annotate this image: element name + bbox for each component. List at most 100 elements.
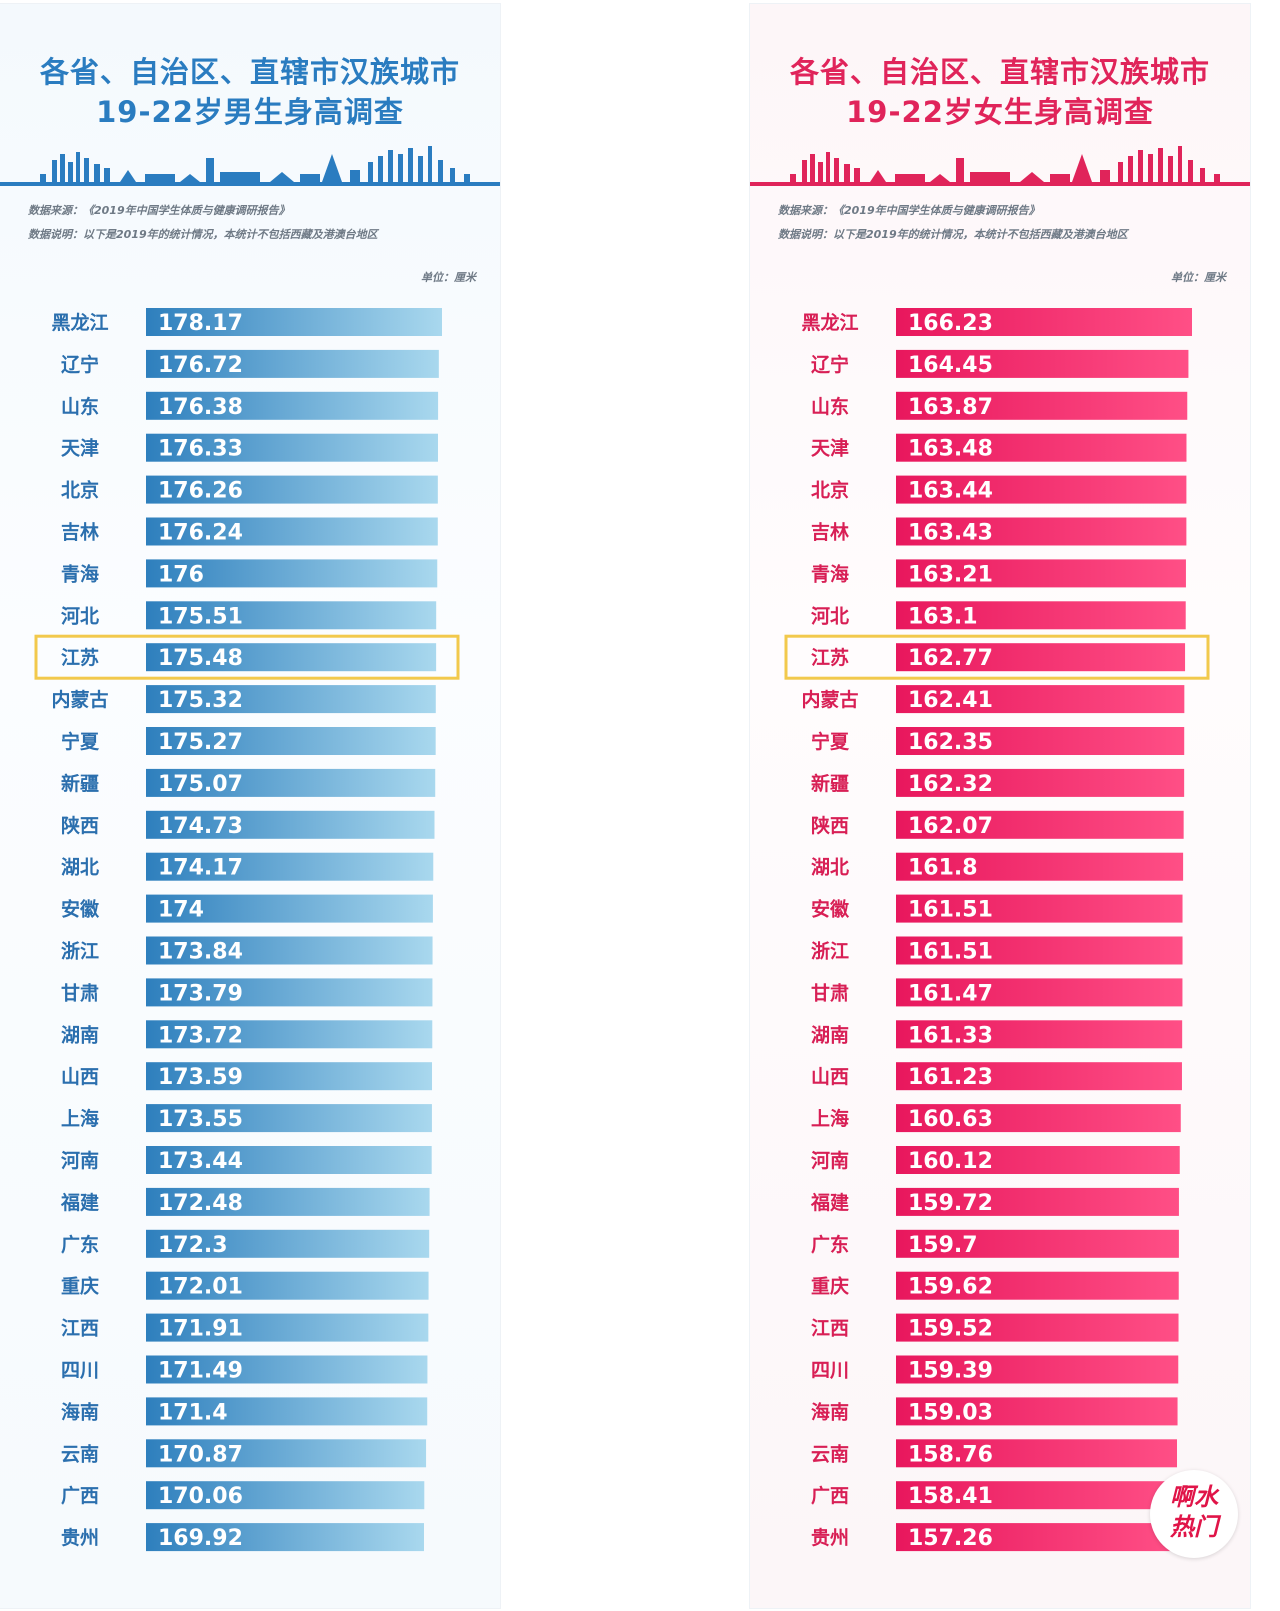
- male-value-label: 175.51: [158, 604, 243, 629]
- male-bar-chart: 黑龙江 178.17 辽宁 176.72 山东 176.38 天津 176.33 北京 176.2…: [34, 308, 460, 1552]
- male-category-label: 河北: [61, 605, 99, 627]
- female-bar: [896, 1355, 1179, 1384]
- male-value-label: 176.33: [158, 437, 243, 462]
- female-bar: [896, 1523, 1174, 1552]
- female-value-label: 162.07: [908, 814, 993, 839]
- female-bar: [896, 1481, 1177, 1510]
- male-category-label: 海南: [61, 1400, 99, 1423]
- male-value-label: 174.73: [158, 814, 243, 839]
- male-category-label: 山东: [61, 395, 99, 418]
- male-category-label: 江苏: [61, 646, 99, 669]
- female-value-label: 157.26: [908, 1526, 993, 1551]
- female-category-label: 上海: [811, 1107, 849, 1130]
- female-value-label: 161.23: [908, 1065, 993, 1090]
- male-category-label: 内蒙古: [51, 688, 108, 711]
- male-value-label: 175.48: [158, 646, 243, 671]
- male-value-label: 170.06: [158, 1484, 243, 1509]
- female-bar: [896, 727, 1185, 755]
- male-category-label: 吉林: [61, 521, 99, 544]
- female-bar: [896, 1020, 1183, 1049]
- male-value-label: 173.79: [158, 981, 243, 1006]
- female-chart-panel: 各省、自治区、直辖市汉族城市 19-22岁女生身高调查 数据来源：《2019年中…: [750, 4, 1250, 1608]
- male-bar: [146, 601, 437, 630]
- male-category-label: 河南: [61, 1150, 99, 1172]
- male-value-label: 173.44: [158, 1149, 243, 1174]
- male-category-label: 湖北: [61, 857, 99, 879]
- male-bar: [146, 1313, 429, 1342]
- male-bar: [146, 1020, 433, 1049]
- male-bar: [146, 936, 433, 965]
- male-category-label: 北京: [61, 479, 99, 502]
- male-value-label: 169.92: [158, 1526, 243, 1551]
- male-category-label: 重庆: [61, 1275, 99, 1298]
- male-bar: [146, 768, 436, 797]
- female-value-label: 160.63: [908, 1107, 993, 1132]
- male-title-line2: 19-22岁男生身高调查: [96, 95, 404, 129]
- male-value-label: 173.72: [158, 1023, 243, 1048]
- male-bar: [146, 1481, 425, 1510]
- female-value-label: 159.62: [908, 1275, 993, 1300]
- female-data-source: 数据来源：《2019年中国学生体质与健康调研报告》: [778, 204, 1040, 217]
- male-bar: [146, 517, 438, 546]
- male-bar: [146, 1355, 428, 1384]
- female-value-label: 163.1: [908, 604, 978, 629]
- male-value-label: 171.49: [158, 1359, 243, 1384]
- female-bar: [896, 601, 1186, 630]
- female-bar: [896, 852, 1184, 881]
- male-value-label: 175.07: [158, 772, 243, 797]
- female-category-label: 江苏: [811, 646, 849, 669]
- badge-line2: 热门: [1170, 1513, 1218, 1541]
- male-category-label: 广西: [61, 1484, 99, 1507]
- female-category-label: 广西: [811, 1484, 849, 1507]
- female-value-label: 163.44: [908, 479, 993, 504]
- male-bar: [146, 1439, 427, 1468]
- female-bar: [896, 1439, 1178, 1468]
- female-value-label: 159.52: [908, 1317, 993, 1342]
- male-chart-panel: 各省、自治区、直辖市汉族城市 19-22岁男生身高调查 数据来源：《2019年中…: [0, 4, 500, 1608]
- female-bar: [896, 1397, 1178, 1426]
- male-value-label: 172.48: [158, 1191, 243, 1216]
- male-bar: [146, 1397, 428, 1426]
- female-title-line1: 各省、自治区、直辖市汉族城市: [789, 55, 1210, 89]
- female-value-label: 162.41: [908, 688, 993, 713]
- male-bar: [146, 1523, 424, 1552]
- male-data-source: 数据来源：《2019年中国学生体质与健康调研报告》: [28, 204, 290, 217]
- female-bar: [896, 1229, 1179, 1258]
- female-category-label: 宁夏: [811, 730, 850, 753]
- female-category-label: 广东: [811, 1233, 849, 1256]
- female-category-label: 黑龙江: [801, 311, 858, 334]
- female-value-label: 159.39: [908, 1359, 993, 1384]
- female-category-label: 四川: [811, 1360, 849, 1382]
- female-value-label: 162.77: [908, 646, 993, 671]
- female-title-line2: 19-22岁女生身高调查: [846, 95, 1154, 129]
- male-value-label: 176.26: [158, 479, 243, 504]
- female-bar: [896, 685, 1185, 714]
- female-bar: [896, 475, 1187, 504]
- male-highlight-box: [34, 634, 460, 680]
- male-title-line1: 各省、自治区、直辖市汉族城市: [39, 55, 460, 89]
- male-value-label: 173.59: [158, 1065, 243, 1090]
- female-category-label: 天津: [811, 437, 849, 460]
- female-category-label: 陕西: [811, 814, 849, 837]
- male-value-label: 178.17: [158, 311, 243, 336]
- female-bar: [896, 643, 1186, 672]
- male-data-note: 数据说明：以下是2019年的统计情况，本统计不包括西藏及港澳台地区: [28, 228, 378, 241]
- female-category-label: 山西: [811, 1066, 849, 1088]
- male-category-label: 青海: [61, 562, 99, 585]
- female-category-label: 河南: [811, 1150, 849, 1172]
- watermark-badge: 啊水 热门: [1150, 1470, 1238, 1558]
- female-value-label: 163.21: [908, 562, 993, 587]
- male-bar: [146, 643, 437, 672]
- male-category-label: 湖南: [61, 1024, 99, 1046]
- female-category-label: 江西: [811, 1318, 849, 1340]
- male-bar: [146, 1062, 433, 1091]
- male-category-label: 黑龙江: [51, 311, 108, 334]
- female-bar: [896, 517, 1187, 546]
- male-value-label: 176.72: [158, 353, 243, 378]
- male-category-label: 福建: [60, 1191, 99, 1214]
- female-value-label: 159.03: [908, 1400, 993, 1425]
- male-bar: [146, 978, 433, 1007]
- female-bar: [896, 1187, 1179, 1216]
- female-value-label: 164.45: [908, 353, 993, 378]
- female-bar: [896, 1313, 1179, 1342]
